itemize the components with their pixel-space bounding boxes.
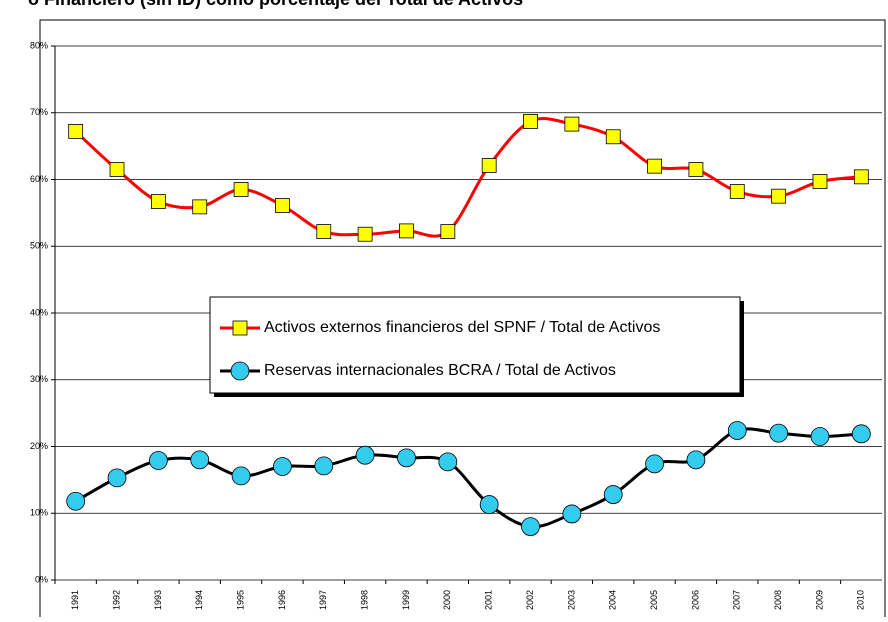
marker [355,445,375,465]
legend-label: Activos externos financieros del SPNF / … [264,319,660,336]
marker [399,223,414,239]
x-tick-label: 2007 [732,590,742,610]
x-tick-label: 2004 [608,590,618,610]
x-tick-label: 1991 [70,590,80,610]
marker [109,162,125,177]
y-tick-label: 20% [30,441,48,451]
x-tick-label: 1999 [401,590,411,610]
series-line [74,117,862,238]
y-tick-label: 0% [35,574,48,584]
marker [851,424,871,444]
marker [190,450,210,470]
marker [605,129,621,145]
marker [562,504,582,524]
marker [314,456,334,476]
legend-marker [230,361,250,381]
x-tick-label: 2006 [690,590,700,610]
marker [479,495,499,514]
marker [686,450,706,470]
marker [771,188,787,204]
x-tick-label: 1996 [277,590,287,610]
x-tick-label: 2000 [442,590,452,610]
marker [564,116,580,132]
marker [397,448,416,468]
series-line [74,427,862,529]
marker [316,224,332,239]
y-tick-label: 80% [30,40,48,50]
marker [150,194,166,209]
marker [481,158,497,173]
x-tick-label: 2005 [649,590,659,610]
chart-border [39,19,886,622]
y-tick-label: 40% [30,307,48,317]
marker [440,224,456,239]
marker [66,491,86,511]
marker [233,182,249,197]
y-tick-label: 70% [30,107,48,117]
marker [231,466,251,486]
marker [273,457,292,476]
x-tick-label: 2003 [566,590,576,610]
y-tick-label: 60% [30,174,48,184]
x-tick-label: 1997 [318,590,328,610]
marker [688,162,704,177]
marker [729,184,745,199]
marker [727,421,747,440]
x-tick-label: 1994 [194,590,204,610]
y-tick-label: 50% [30,241,48,251]
x-tick-label: 1992 [111,590,121,610]
x-tick-label: 1998 [360,590,370,610]
marker [192,199,208,215]
legend-marker [232,320,248,336]
x-tick-label: 1993 [153,590,163,610]
marker [810,427,830,446]
y-tick-label: 30% [30,374,48,384]
marker [647,158,662,174]
x-tick-label: 2009 [814,590,824,610]
marker [523,114,538,129]
legend-box [209,296,741,394]
marker [853,169,869,185]
marker [148,451,168,470]
x-tick-label: 1995 [235,590,245,610]
marker [275,198,290,213]
x-tick-label: 2002 [525,590,535,610]
legend-label: Reservas internacionales BCRA / Total de… [264,362,616,379]
chart-title: o Financiero (sin ID) como porcentaje de… [28,0,523,9]
marker [107,468,127,488]
marker [357,226,373,242]
marker [68,124,84,139]
marker [603,485,623,504]
y-tick-label: 10% [30,508,48,518]
marker [438,452,458,472]
marker [812,174,828,189]
x-tick-label: 2010 [856,590,866,610]
x-tick-label: 2008 [773,590,783,610]
marker [645,454,664,474]
marker [521,517,540,536]
marker [769,423,789,443]
x-tick-label: 2001 [484,590,494,610]
